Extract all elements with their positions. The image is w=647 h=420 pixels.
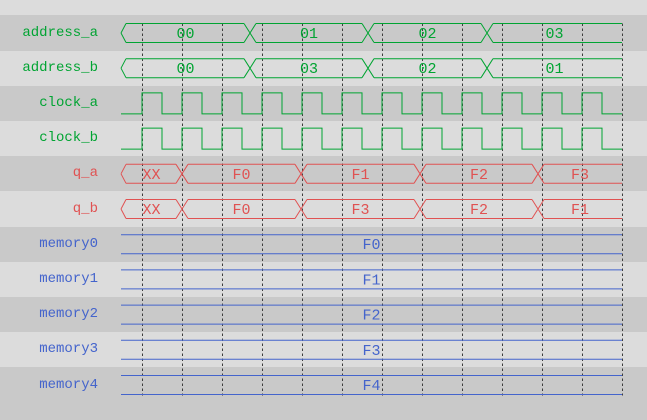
signal-name-memory3[interactable]: memory3 [39,341,98,358]
bus-value-label: F1 [362,272,380,289]
signal-name-memory2[interactable]: memory2 [39,306,98,323]
signal-name-address_a[interactable]: address_a [22,24,98,41]
waveform-clock_b [121,127,622,150]
waveform-memory1 [121,269,622,290]
bus-value-label: F2 [362,308,380,325]
row-stripe [0,50,647,86]
row-stripe [0,191,647,227]
time-gridlines [142,23,623,396]
bus-value-label: 02 [418,26,436,43]
signal-name-memory1[interactable]: memory1 [39,270,98,287]
bus-value-label: F3 [571,167,589,184]
bus-value-label: 01 [300,26,318,43]
waveform-memory4 [121,375,622,395]
bus-value-label: 03 [545,26,563,43]
waveform-memory3 [121,339,622,360]
bus-value-label: F0 [362,237,380,254]
bus-value-label: F3 [362,343,380,360]
bus-value-label: 00 [176,26,194,43]
row-stripe [0,0,647,16]
bus-value-label: XX [142,167,160,184]
bus-value-label: F2 [470,202,488,219]
waveform-clock_a [121,92,622,115]
bus-value-label: F3 [351,202,369,219]
waveform-address_b [120,58,622,79]
bus-value-label: 02 [418,61,436,78]
waveform-memory2 [121,304,622,325]
waveform-address_a [120,23,622,43]
bus-value-label: XX [142,202,160,219]
bus-value-label: 03 [300,61,318,78]
signal-name-memory0[interactable]: memory0 [39,235,98,252]
signal-name-clock_a[interactable]: clock_a [39,94,98,111]
row-stripe [0,121,647,157]
bus-value-label: 00 [176,61,194,78]
bus-value-label: F0 [232,167,250,184]
row-stripe [0,332,647,368]
signal-name-memory4[interactable]: memory4 [39,376,98,393]
signal-name-clock_b[interactable]: clock_b [39,130,98,147]
signal-name-address_b[interactable]: address_b [22,59,98,76]
bus-value-label: F0 [232,202,250,219]
signal-name-q_a[interactable]: q_a [72,165,98,182]
bus-value-label: F1 [351,167,369,184]
bus-value-label: 01 [545,61,563,78]
waveform-q_b [120,199,622,219]
row-stripe [0,261,647,297]
bus-value-label: F2 [470,167,488,184]
bus-value-label: F1 [571,202,589,219]
signal-name-q_b[interactable]: q_b [72,200,98,217]
waveform-memory0 [121,234,622,255]
waveform-q_a [120,163,622,184]
bus-value-label: F4 [362,378,380,395]
